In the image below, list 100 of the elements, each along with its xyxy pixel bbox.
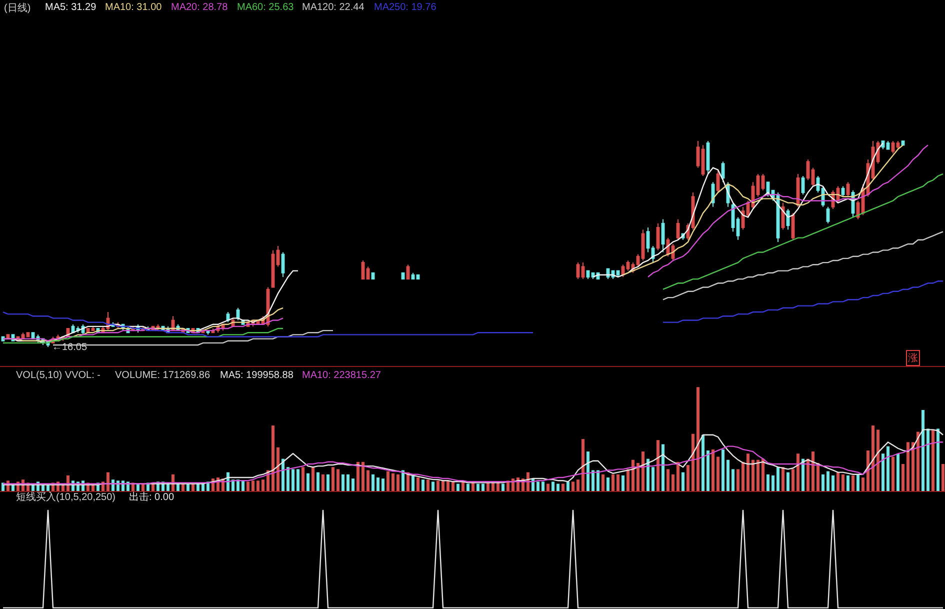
bar — [872, 426, 874, 491]
bar — [826, 471, 830, 491]
candlestick — [581, 262, 585, 280]
text: MA120: 22.44 — [302, 2, 365, 13]
bar — [362, 462, 364, 491]
candlestick — [846, 182, 850, 198]
bar — [422, 480, 424, 491]
bar — [852, 475, 854, 491]
bar — [942, 464, 944, 491]
candlestick — [696, 140, 700, 168]
text: MA10: 31.00 — [105, 2, 162, 13]
bar — [712, 449, 714, 491]
bar — [862, 477, 864, 491]
bar — [592, 470, 594, 491]
bar — [466, 484, 470, 491]
bar — [332, 467, 334, 491]
bar — [822, 474, 824, 491]
bar — [382, 478, 384, 491]
bar — [856, 474, 860, 491]
bar — [882, 454, 884, 491]
bar — [622, 475, 624, 491]
candlestick — [736, 216, 740, 240]
bar — [346, 474, 350, 491]
bar — [896, 454, 900, 491]
text: MA20: 28.78 — [171, 2, 228, 13]
bar — [556, 484, 560, 491]
chart-title: VOL(5,10) VVOL: - — [16, 370, 100, 381]
bar — [356, 462, 360, 491]
chart-title: (日线) — [4, 2, 31, 14]
bar — [322, 474, 324, 491]
bar — [672, 474, 674, 491]
bar — [796, 454, 800, 491]
bar — [276, 447, 280, 491]
candlestick — [646, 227, 650, 253]
bar — [282, 458, 284, 491]
bar — [732, 469, 734, 491]
bar — [576, 480, 580, 491]
bar — [922, 410, 924, 491]
bar — [582, 439, 584, 491]
bar — [832, 475, 834, 491]
bar — [296, 469, 300, 491]
bar — [502, 484, 504, 491]
bar — [602, 474, 604, 491]
bar — [702, 434, 704, 491]
bar — [376, 477, 380, 491]
bar — [452, 482, 454, 491]
text: MA5: 31.29 — [45, 2, 97, 13]
text: 出击: 0.00 — [129, 491, 174, 503]
bar — [792, 469, 794, 491]
bar — [806, 458, 810, 491]
bar — [402, 470, 404, 491]
bar — [566, 482, 570, 491]
bar — [312, 467, 314, 491]
bar — [892, 456, 894, 491]
bar — [246, 482, 250, 491]
bar — [842, 474, 844, 491]
bar — [372, 474, 374, 491]
bar — [242, 480, 244, 491]
bar — [776, 467, 780, 491]
bar — [292, 469, 294, 491]
bar — [726, 460, 730, 491]
bar — [626, 469, 630, 491]
bar — [756, 460, 760, 491]
bar — [476, 484, 480, 491]
annotation: ←16.05 — [52, 342, 88, 353]
bar — [386, 471, 390, 491]
chart-subtitle: VOLUME: 171269.86 — [115, 370, 210, 381]
bar — [326, 474, 330, 491]
bar — [646, 458, 650, 491]
bar — [432, 482, 434, 491]
candlestick — [701, 144, 705, 176]
bar — [936, 428, 940, 491]
bar — [762, 458, 764, 491]
bar — [542, 482, 544, 491]
bar — [456, 484, 460, 491]
text: MA5: 199958.88 — [220, 370, 294, 381]
candlestick — [281, 252, 285, 278]
bar — [692, 434, 694, 491]
bar — [562, 484, 564, 491]
chart-title: 短线买入(10,5,20,250) — [16, 491, 116, 503]
candlestick — [641, 229, 645, 261]
bar — [256, 480, 260, 491]
bar — [416, 477, 420, 491]
bar — [676, 462, 680, 491]
bar — [272, 426, 274, 491]
bar — [736, 469, 740, 491]
bar — [682, 472, 684, 491]
bar — [876, 430, 880, 491]
bar — [606, 477, 610, 491]
bar — [412, 475, 414, 491]
bar — [816, 462, 820, 491]
candlestick — [826, 206, 830, 224]
bar — [722, 449, 724, 491]
candlestick — [891, 140, 895, 154]
bar — [686, 465, 690, 491]
bar — [262, 480, 264, 491]
bar — [866, 450, 870, 491]
bar — [632, 460, 634, 491]
candlestick — [661, 218, 665, 253]
bar — [662, 444, 664, 491]
